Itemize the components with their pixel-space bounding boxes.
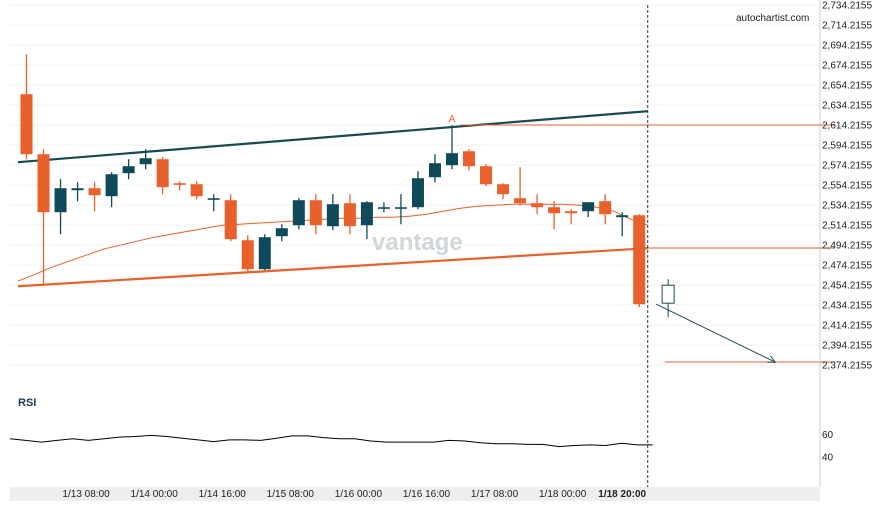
candle-body [360, 202, 373, 226]
candle-body [531, 203, 544, 208]
price-axis: 2,734.2155 2,714.2155 2,694.2155 2,674.2155… [822, 1, 872, 464]
price-tick-label: 2,494.2155 [822, 241, 872, 252]
price-tick-label: 2,614.2155 [822, 121, 872, 132]
price-tick-label: 2,394.2155 [822, 341, 872, 352]
forecast-arrow-head [767, 355, 777, 363]
price-tick-label: 2,514.2155 [822, 221, 872, 232]
price-tick-label: 2,454.2155 [822, 281, 872, 292]
candle-body [633, 215, 646, 305]
price-tick-label: 2,634.2155 [822, 101, 872, 112]
candle-body [343, 203, 356, 227]
price-tick-label: 2,674.2155 [822, 61, 872, 72]
rsi-tick-label: 60 [822, 430, 834, 441]
forecast [656, 279, 777, 363]
candle-body [582, 202, 595, 212]
candle-body [292, 200, 305, 226]
candle-body [565, 211, 578, 214]
time-tick-label: 1/13 08:00 [62, 489, 110, 500]
candle-body [156, 159, 169, 188]
time-tick-label: 1/17 08:00 [471, 489, 519, 500]
rsi-line [9, 434, 653, 448]
rsi-tick-label: 40 [822, 452, 834, 463]
trendlines [17, 110, 648, 288]
candle-body [480, 166, 493, 185]
candle-body [54, 188, 67, 213]
candle-body [463, 151, 476, 167]
candle-body [241, 240, 254, 270]
time-tick-label: 1/16 00:00 [335, 489, 383, 500]
rsi-label: RSI [18, 397, 36, 409]
upper-trendline [17, 110, 648, 164]
candle-body [37, 154, 50, 213]
point-label: A [449, 114, 456, 125]
candle-body [224, 200, 237, 240]
price-tick-label: 2,474.2155 [822, 261, 872, 272]
candle-body [599, 201, 612, 215]
time-axis-band [10, 487, 820, 501]
lower-trendline [17, 247, 648, 288]
candle-body [190, 184, 203, 197]
candle-body [71, 188, 84, 191]
price-tick-label: 2,434.2155 [822, 301, 872, 312]
candle-body [20, 94, 33, 155]
price-tick-label: 2,534.2155 [822, 201, 872, 212]
price-tick-label: 2,594.2155 [822, 141, 872, 152]
price-tick-label: 2,374.2155 [822, 361, 872, 372]
price-tick-label: 2,714.2155 [822, 21, 872, 32]
price-tick-label: 2,694.2155 [822, 41, 872, 52]
candle-body [514, 198, 527, 204]
time-tick-label: 1/18 20:00 [598, 489, 646, 500]
time-tick-label: 1/14 00:00 [131, 489, 179, 500]
candle-body [122, 166, 135, 174]
brand-label: autochartist.com [736, 13, 809, 24]
forecast-arrow-line [656, 303, 776, 363]
candle-body [446, 153, 458, 166]
candle-body [616, 215, 629, 218]
watermark-text: vantage [372, 229, 463, 256]
candle-body [258, 237, 271, 270]
time-tick-label: 1/14 16:00 [199, 489, 247, 500]
candle-body [173, 183, 186, 185]
price-tick-label: 2,554.2155 [822, 181, 872, 192]
chart-gridlines [10, 0, 821, 501]
candle-body [275, 228, 288, 237]
target-levels [460, 5, 835, 487]
candle-body [411, 178, 424, 208]
time-axis: 1/13 08:00 1/14 00:00 1/14 16:00 1/15 08:00… [62, 489, 646, 500]
rsi-panel [9, 434, 653, 448]
candle-body [428, 163, 441, 178]
forecast-candle-body [661, 284, 675, 304]
candle-body [394, 207, 407, 209]
candle-body [207, 198, 220, 200]
candle-body [139, 158, 152, 165]
price-tick-label: 2,734.2155 [822, 1, 872, 12]
time-tick-label: 1/16 16:00 [403, 489, 451, 500]
candle-body [548, 207, 561, 214]
candle-body [309, 200, 322, 226]
candle-body [326, 204, 339, 227]
price-tick-label: 2,574.2155 [822, 161, 872, 172]
candles: A [20, 54, 646, 308]
candle-body [88, 188, 101, 196]
candle-body [497, 184, 510, 195]
time-tick-label: 1/18 00:00 [539, 489, 587, 500]
time-tick-label: 1/15 08:00 [267, 489, 315, 500]
candle-body [105, 174, 118, 197]
price-tick-label: 2,414.2155 [822, 321, 872, 332]
candle-body [377, 207, 390, 209]
price-tick-label: 2,654.2155 [822, 81, 872, 92]
